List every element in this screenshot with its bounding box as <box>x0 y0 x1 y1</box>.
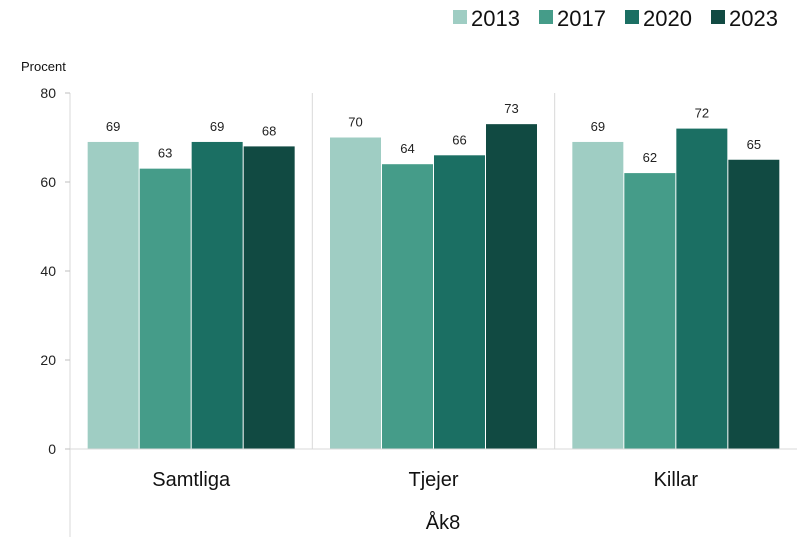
data-label: 63 <box>158 146 172 161</box>
data-label: 62 <box>643 150 657 165</box>
y-tick-label: 0 <box>48 441 56 457</box>
bar-killar-2013 <box>572 141 624 449</box>
y-axis-unit-label: Procent <box>21 59 66 74</box>
bar-tjejer-2023 <box>486 124 537 450</box>
legend-swatch-2013 <box>453 10 467 24</box>
data-labels: 69 63 69 68 70 64 66 73 69 62 72 65 <box>106 101 761 165</box>
data-label: 64 <box>400 141 414 156</box>
category-label: Tjejer <box>408 469 458 491</box>
bar-killar-2023 <box>728 159 780 449</box>
bar-tjejer-2013 <box>330 137 381 449</box>
legend-label-2023: 2023 <box>729 6 778 31</box>
y-tick-label: 20 <box>40 352 56 368</box>
data-label: 72 <box>695 106 709 121</box>
bar-samtliga-2013 <box>87 141 139 449</box>
bar-killar-2020 <box>676 128 728 449</box>
legend-swatch-2017 <box>539 10 553 24</box>
legend-label-2017: 2017 <box>557 6 606 31</box>
y-axis: 0 20 40 60 80 <box>40 85 71 537</box>
bar-samtliga-2020 <box>191 141 243 449</box>
legend-label-2013: 2013 <box>471 6 520 31</box>
data-label: 73 <box>504 101 518 116</box>
data-label: 68 <box>262 123 276 138</box>
data-label: 69 <box>210 119 224 134</box>
data-label: 70 <box>348 115 362 130</box>
bar-tjejer-2017 <box>382 164 433 449</box>
data-label: 66 <box>452 132 466 147</box>
x-axis: Samtliga Tjejer Killar <box>70 448 797 491</box>
data-label: 69 <box>106 119 120 134</box>
y-tick-label: 40 <box>40 263 56 279</box>
legend-swatch-2020 <box>625 10 639 24</box>
legend-swatch-2023 <box>711 10 725 24</box>
y-tick-label: 60 <box>40 174 56 190</box>
bar-killar-2017 <box>624 173 676 449</box>
bar-samtliga-2023 <box>243 146 295 449</box>
bars <box>87 124 780 450</box>
legend: 2023 2020 2017 2013 <box>453 6 778 31</box>
data-label: 69 <box>591 119 605 134</box>
category-label: Killar <box>654 469 699 491</box>
bar-samtliga-2017 <box>139 168 191 449</box>
y-tick-label: 80 <box>40 85 56 101</box>
category-label: Samtliga <box>152 469 231 491</box>
category-separators <box>311 93 556 449</box>
legend-label-2020: 2020 <box>643 6 692 31</box>
x-axis-group-label: Åk8 <box>426 511 460 534</box>
data-label: 65 <box>747 137 761 152</box>
bar-tjejer-2020 <box>434 155 485 450</box>
